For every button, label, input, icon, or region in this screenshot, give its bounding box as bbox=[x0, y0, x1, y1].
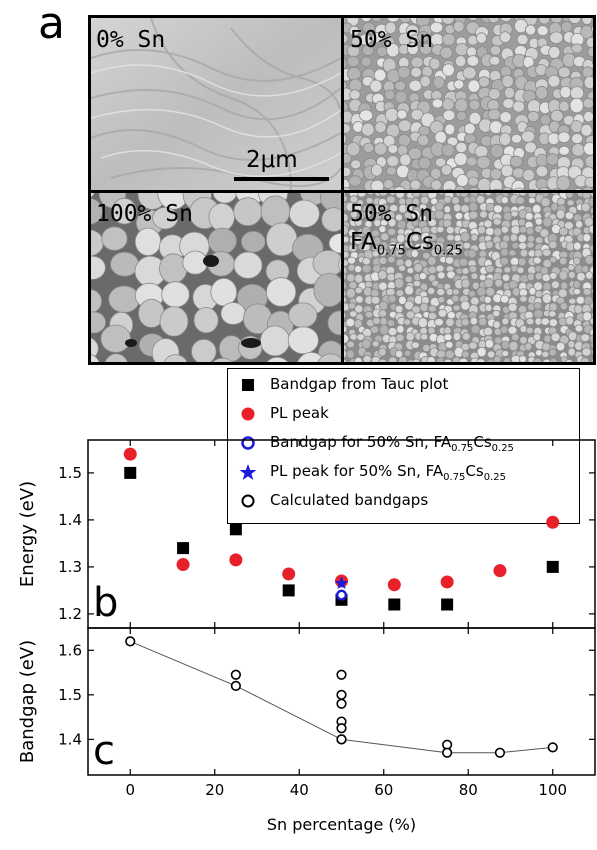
data-point bbox=[336, 734, 347, 745]
data-point bbox=[282, 584, 295, 597]
sem-tile-50-sn bbox=[344, 18, 593, 190]
panel-label-c: c bbox=[93, 728, 115, 774]
sem-image-grid: 0% Sn 50% Sn 100% Sn 50% Sn FA0.75Cs0.25… bbox=[88, 15, 596, 365]
chart-c-frame bbox=[87, 627, 596, 776]
y-tick-label: 1.3 bbox=[58, 558, 82, 576]
star-icon bbox=[239, 464, 257, 480]
data-point bbox=[125, 636, 136, 647]
sem-tile-100-sn bbox=[91, 193, 341, 362]
panel-label-a: a bbox=[38, 0, 65, 49]
filled-square-icon bbox=[242, 379, 254, 391]
data-point bbox=[336, 589, 348, 601]
chart-c-ylabel: Bandgap (eV) bbox=[17, 640, 38, 763]
data-point bbox=[229, 553, 243, 567]
legend-item-pl-facs: PL peak for 50% Sn, FA0.75Cs0.25 bbox=[228, 460, 579, 484]
data-point bbox=[336, 698, 347, 709]
data-point bbox=[335, 593, 348, 606]
x-tick-label: 100 bbox=[538, 781, 567, 799]
data-point bbox=[547, 742, 558, 753]
sem-label-50-sn-facs-line1: 50% Sn bbox=[350, 201, 434, 227]
sem-label-100-sn: 100% Sn bbox=[96, 201, 193, 227]
open-circle-icon bbox=[241, 494, 255, 508]
open-circle-icon bbox=[241, 436, 255, 450]
data-point bbox=[441, 598, 454, 611]
y-tick-label: 1.4 bbox=[58, 730, 82, 748]
sem-label-0-sn: 0% Sn bbox=[96, 27, 166, 53]
data-point bbox=[336, 669, 347, 680]
sem-texture-large-grains bbox=[91, 193, 341, 362]
sem-texture-fine-grains bbox=[344, 193, 593, 362]
data-point bbox=[493, 564, 507, 578]
legend-text-calculated: Calculated bandgaps bbox=[270, 491, 429, 509]
legend: Bandgap from Tauc plot PL peak Bandgap f… bbox=[227, 368, 580, 524]
data-point bbox=[230, 669, 241, 680]
data-point bbox=[546, 560, 559, 573]
data-point bbox=[282, 567, 296, 581]
legend-item-bandgap-facs: Bandgap for 50% Sn, FA0.75Cs0.25 bbox=[228, 431, 579, 455]
sem-texture-grains bbox=[344, 18, 593, 190]
data-point bbox=[442, 747, 453, 758]
scale-bar bbox=[234, 177, 329, 181]
y-tick-label: 1.4 bbox=[58, 511, 82, 529]
x-tick-label: 60 bbox=[374, 781, 393, 799]
panel-label-b: b bbox=[93, 580, 119, 626]
data-point bbox=[336, 734, 347, 745]
data-point bbox=[123, 447, 137, 461]
y-tick-label: 1.2 bbox=[58, 605, 82, 623]
legend-item-calculated: Calculated bandgaps bbox=[228, 489, 579, 513]
data-point bbox=[176, 558, 190, 572]
y-tick-label: 1.5 bbox=[58, 464, 82, 482]
legend-item-tauc: Bandgap from Tauc plot bbox=[228, 373, 579, 397]
data-point bbox=[336, 723, 347, 734]
data-point bbox=[442, 739, 453, 750]
legend-text-tauc: Bandgap from Tauc plot bbox=[270, 375, 449, 393]
series-line bbox=[130, 640, 553, 754]
data-point bbox=[335, 574, 348, 588]
data-point bbox=[387, 578, 401, 592]
sem-label-50-sn: 50% Sn bbox=[350, 27, 434, 53]
data-point bbox=[336, 716, 347, 727]
legend-text-pl: PL peak bbox=[270, 404, 329, 422]
x-tick-label: 20 bbox=[205, 781, 224, 799]
data-point bbox=[336, 689, 347, 700]
y-tick-label: 1.6 bbox=[58, 641, 82, 659]
sem-tile-50-sn-facs bbox=[344, 193, 593, 362]
legend-text-bandgap-facs: Bandgap for 50% Sn, FA0.75Cs0.25 bbox=[270, 433, 514, 454]
legend-item-pl: PL peak bbox=[228, 402, 579, 426]
chart-c-xlabel: Sn percentage (%) bbox=[267, 815, 416, 834]
scale-bar-label: 2μm bbox=[246, 147, 298, 173]
sem-label-50-sn-facs-line2: FA0.75Cs0.25 bbox=[350, 229, 463, 259]
x-tick-label: 40 bbox=[290, 781, 309, 799]
data-point bbox=[440, 575, 454, 589]
chart-b-ylabel: Energy (eV) bbox=[17, 481, 38, 587]
data-point bbox=[229, 523, 242, 536]
data-point bbox=[177, 542, 190, 555]
filled-circle-icon bbox=[241, 407, 255, 421]
x-tick-label: 80 bbox=[459, 781, 478, 799]
data-point bbox=[230, 680, 241, 692]
sem-texture-smooth bbox=[91, 18, 341, 190]
data-point bbox=[494, 747, 506, 758]
legend-text-pl-facs: PL peak for 50% Sn, FA0.75Cs0.25 bbox=[270, 462, 506, 483]
data-point bbox=[124, 466, 137, 479]
sem-tile-0-sn bbox=[91, 18, 341, 190]
x-tick-label: 0 bbox=[125, 781, 135, 799]
data-point bbox=[334, 576, 349, 589]
y-tick-label: 1.5 bbox=[58, 686, 82, 704]
data-point bbox=[388, 598, 401, 611]
